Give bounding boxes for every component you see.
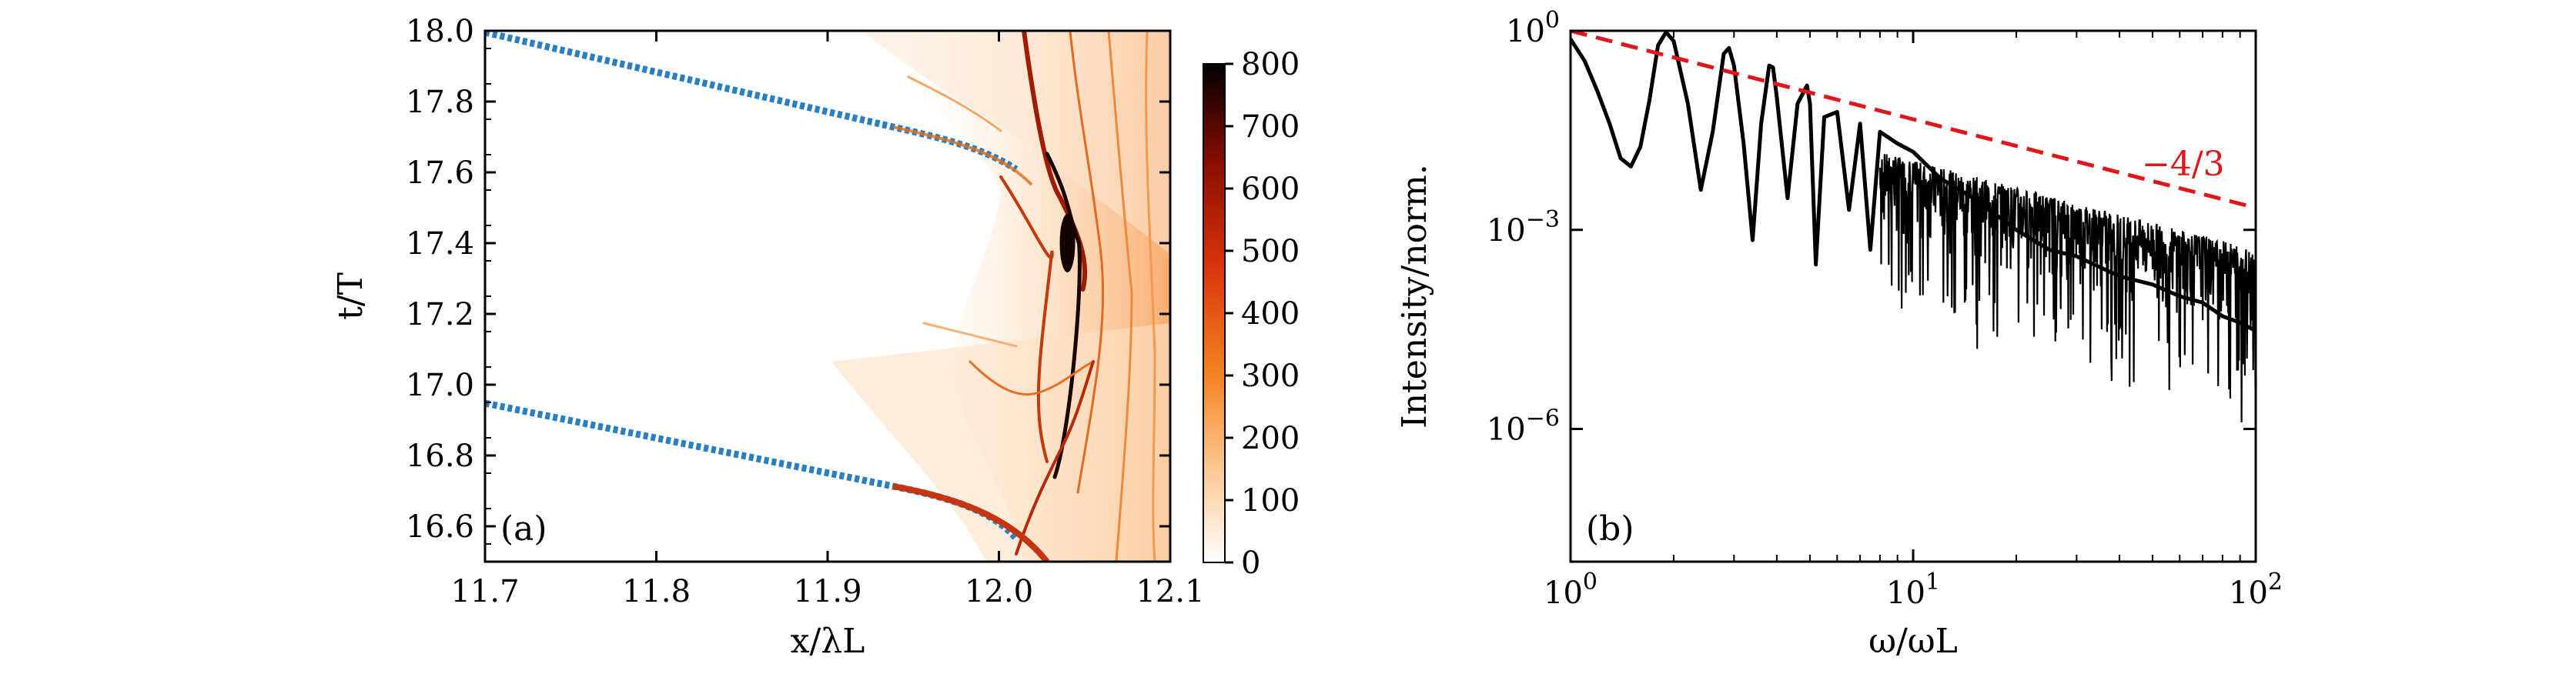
y-tick-label-a: 18.0 [406, 14, 474, 49]
y-tick-label-a: 17.2 [406, 297, 474, 332]
x-axis-label-a: x/λL [791, 622, 865, 661]
surface-filament [1015, 360, 1095, 556]
colorbar-tick-label: 300 [1241, 359, 1300, 394]
x-tick-label-a: 11.8 [622, 574, 691, 609]
colorbar-ticks: 0 100 200 300 400 500 600 700 800 [1225, 47, 1300, 581]
panel-label-a: (a) [500, 509, 547, 549]
spectrum-noise-line [1878, 154, 2256, 423]
y-tick-label-a: 17.8 [406, 85, 474, 120]
ticks-b: 100 101 102 10−6 10−3 100 [1487, 7, 2283, 611]
colorbar-tick-label: 600 [1241, 172, 1300, 207]
y-tick-label-a: 16.6 [406, 509, 474, 545]
colorbar-tick-label: 500 [1241, 234, 1300, 269]
colorbar-tick-label: 100 [1241, 483, 1300, 519]
surface-filament [1045, 152, 1082, 479]
surface-peak [1059, 214, 1076, 272]
colorbar-tick-label: 200 [1241, 421, 1300, 456]
x-tick-label-a: 12.1 [1136, 574, 1204, 609]
plasma-haze-upper [862, 31, 1170, 254]
panel-a-heatmap: 11.7 11.8 11.9 12.0 12.1 16.6 16.8 17.0 17.2 17.4… [331, 14, 1205, 661]
y-axis-label-b: Intensity/norm. [1395, 164, 1434, 428]
x-tick-label-b: 101 [1886, 569, 1940, 611]
incident-pulse-upper-tail [892, 125, 1033, 186]
surface-filament [922, 322, 1018, 348]
slope-annotation: −4/3 [2142, 145, 2225, 184]
colorbar-gradient [1203, 63, 1226, 563]
y-tick-label-a: 17.6 [406, 155, 474, 191]
surface-filament [907, 75, 1002, 132]
surface-filament [1069, 31, 1105, 494]
y-tick-label-b: 10−6 [1487, 405, 1560, 448]
heatmap-field [485, 31, 1170, 562]
y-axis-label-a: t/T [331, 272, 370, 320]
x-tick-label-b: 102 [2229, 569, 2283, 611]
surface-filaments [907, 31, 1156, 562]
spectrum-noise [1878, 154, 2256, 423]
incident-pulse-lower-tail [892, 483, 1050, 562]
colorbar-tick-label: 400 [1241, 296, 1300, 332]
surface-filament [999, 175, 1054, 463]
x-tick-label-a: 11.7 [450, 574, 519, 609]
y-tick-label-a: 17.0 [406, 368, 474, 403]
panel-label-b: (b) [1586, 509, 1634, 549]
x-axis-label-b: ω/ωL [1868, 622, 1958, 661]
y-tick-label-a: 17.4 [406, 226, 474, 262]
x-tick-label-a: 12.0 [965, 574, 1033, 609]
colorbar-tick-label: 0 [1241, 546, 1260, 581]
colorbar: 0 100 200 300 400 500 600 700 800 [1203, 47, 1300, 581]
panel-b-spectrum: 100 101 102 10−6 10−3 100 ω/ωL Intensity/norm… [1395, 7, 2283, 661]
surface-filament [1107, 31, 1133, 562]
surface-filament [1022, 31, 1088, 292]
surface-filament [1145, 31, 1156, 562]
colorbar-tick-label: 800 [1241, 47, 1300, 82]
y-tick-label-b: 10−3 [1487, 206, 1560, 249]
x-tick-label-b: 100 [1544, 569, 1597, 611]
ticks-a: 11.7 11.8 11.9 12.0 12.1 16.6 16.8 17.0 17.2 17.4… [406, 14, 1205, 609]
surface-filament [969, 360, 1095, 396]
power-law-fit-line [1571, 31, 2256, 210]
x-tick-label-a: 11.9 [793, 574, 861, 609]
y-tick-label-a: 16.8 [406, 439, 474, 474]
y-tick-label-b: 100 [1506, 7, 1560, 49]
plot-area-b [1571, 31, 2256, 562]
colorbar-tick-label: 700 [1241, 109, 1300, 145]
